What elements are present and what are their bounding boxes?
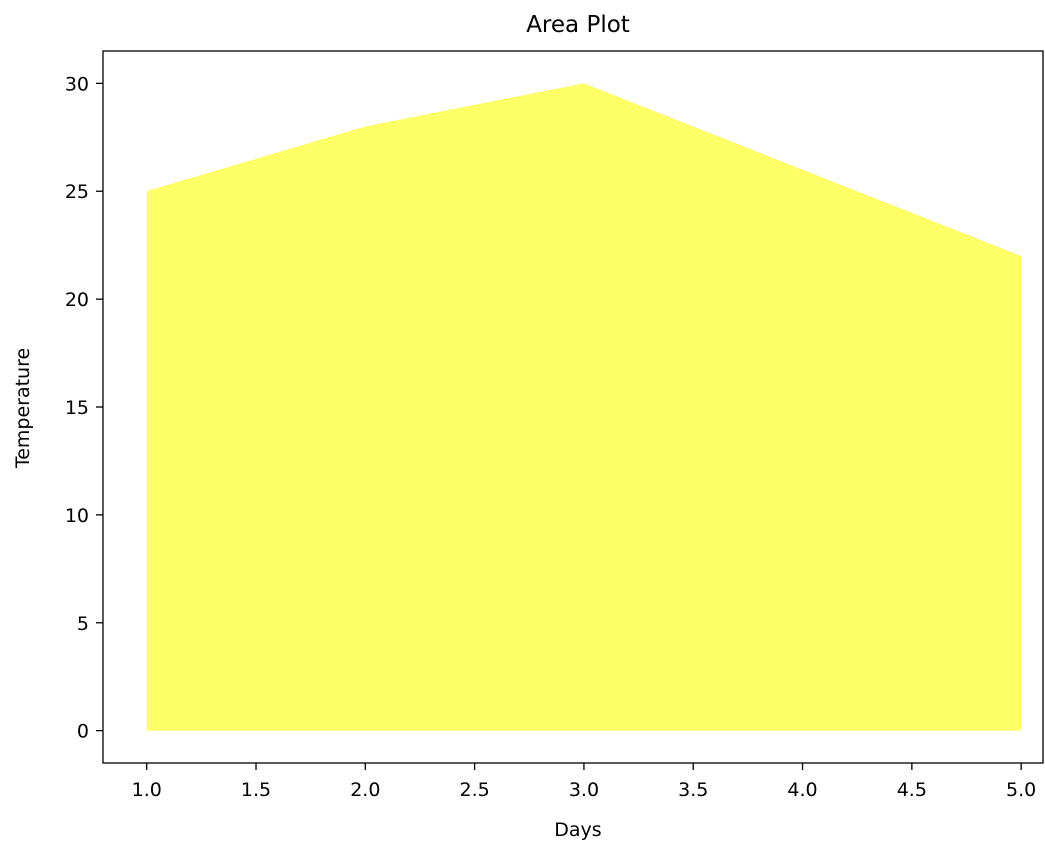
x-tick-label: 5.0 xyxy=(1006,779,1036,801)
x-tick-label: 1.0 xyxy=(132,779,162,801)
x-tick-label: 1.5 xyxy=(241,779,271,801)
y-tick-label: 0 xyxy=(77,721,89,743)
y-axis-ticks: 0 5 10 15 20 25 30 xyxy=(65,73,103,743)
plot-area xyxy=(146,83,1022,731)
x-tick-label: 2.5 xyxy=(460,779,490,801)
x-axis-ticks: 1.0 1.5 2.0 2.5 3.0 3.5 4.0 4.5 5.0 xyxy=(132,763,1036,801)
x-tick-label: 3.5 xyxy=(678,779,708,801)
y-tick-label: 5 xyxy=(77,613,89,635)
y-tick-label: 20 xyxy=(65,289,89,311)
y-tick-label: 10 xyxy=(65,505,89,527)
y-tick-label: 30 xyxy=(65,73,89,95)
x-axis-label: Days xyxy=(554,819,601,841)
x-tick-label: 4.5 xyxy=(897,779,927,801)
y-axis-label: Temperature xyxy=(12,348,34,469)
y-tick-label: 15 xyxy=(65,397,89,419)
chart-title: Area Plot xyxy=(526,12,630,38)
area-series-0 xyxy=(146,83,1022,731)
y-tick-label: 25 xyxy=(65,181,89,203)
x-tick-label: 2.0 xyxy=(350,779,380,801)
x-tick-label: 3.0 xyxy=(569,779,599,801)
x-tick-label: 4.0 xyxy=(787,779,817,801)
